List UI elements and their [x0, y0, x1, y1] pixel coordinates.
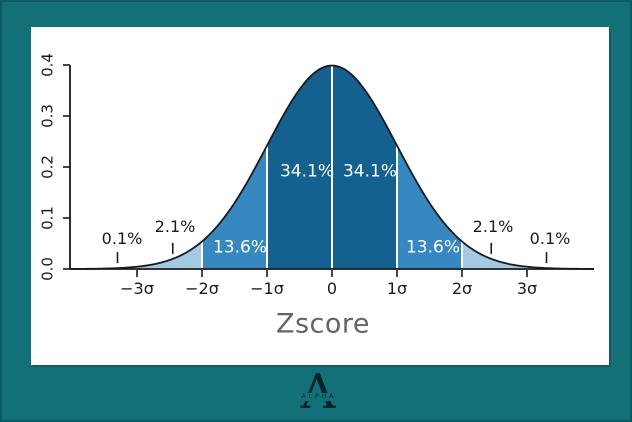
tail-percent-label: 0.1%	[529, 229, 571, 248]
x-tick-label: −2σ	[185, 279, 219, 298]
x-tick-label: 1σ	[386, 279, 408, 298]
region-percent-label: 34.1%	[342, 161, 398, 182]
tail-percent-label: 2.1%	[154, 217, 196, 236]
x-tick-label: 0	[326, 279, 338, 298]
region-percent-label: 13.6%	[212, 237, 268, 258]
region-percent-label: 34.1%	[279, 161, 335, 182]
x-tick-label: 3σ	[516, 279, 538, 298]
y-tick-label: 0.3	[38, 104, 57, 128]
x-tick-label: −1σ	[250, 279, 284, 298]
region-percent-label: 13.6%	[405, 237, 461, 258]
alpha-logo: A ALPHA	[288, 366, 348, 422]
x-axis-title: Zscore	[275, 308, 371, 340]
y-tick-label: 0.2	[38, 155, 57, 179]
y-tick-label: 0.4	[38, 53, 57, 77]
tail-percent-label: 0.1%	[101, 229, 143, 248]
chart-panel: 0.0 0.1 0.2 0.3 0.4 −3σ −2σ −1σ 0 1σ 2σ …	[31, 27, 609, 365]
logo-letter-a: A	[300, 364, 336, 420]
bell-curve-plot	[63, 64, 595, 277]
x-tick-label: 2σ	[451, 279, 473, 298]
tail-percent-label: 2.1%	[472, 217, 514, 236]
logo-wordmark: ALPHA	[297, 393, 339, 401]
x-tick-label: −3σ	[120, 279, 154, 298]
y-tick-label: 0.1	[38, 206, 57, 230]
y-tick-label: 0.0	[38, 257, 57, 281]
